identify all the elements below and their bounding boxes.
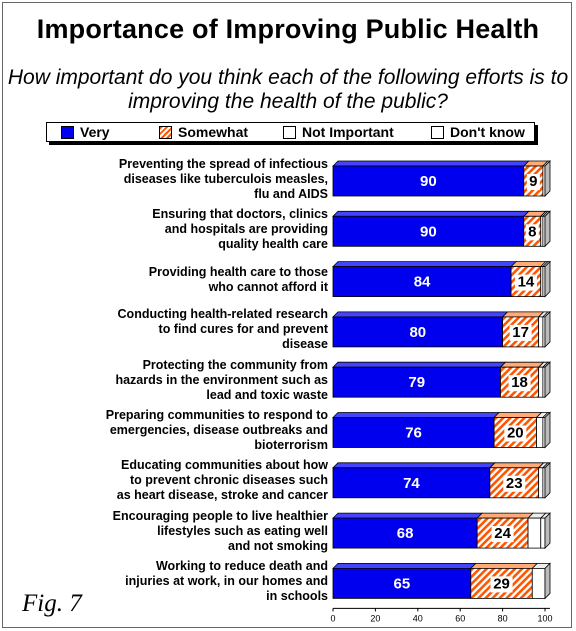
data-label-somewhat: 20 [507, 425, 524, 442]
x-tick-label: 100 [537, 613, 552, 623]
bar-side-face [545, 211, 550, 246]
data-label-somewhat: 18 [511, 374, 528, 391]
bar-side-face [545, 413, 550, 448]
data-label-very: 84 [414, 274, 431, 291]
bar-top-somewhat [500, 362, 543, 367]
bar-top-somewhat [477, 513, 533, 518]
bar-top-very [333, 211, 529, 216]
data-label-somewhat: 23 [506, 475, 523, 492]
data-label-very: 79 [408, 374, 425, 391]
data-label-somewhat: 8 [528, 223, 536, 240]
bar-segment-dont-know [541, 518, 545, 548]
bar-side-face [545, 161, 550, 196]
bar-top-very [333, 463, 495, 468]
data-label-somewhat: 9 [529, 173, 537, 190]
bar-top-very [333, 312, 508, 317]
bar-side-face [545, 362, 550, 397]
bar-segment-not-important [539, 468, 543, 498]
bar-top-somewhat [471, 563, 537, 568]
bar-top-very [333, 262, 516, 267]
bar-segment-not-important [539, 317, 543, 347]
x-tick-label: 60 [455, 613, 465, 623]
bar-segment-not-important [528, 518, 541, 548]
data-label-very: 65 [394, 575, 411, 592]
bar-side-face [545, 563, 550, 598]
x-tick-label: 0 [330, 613, 335, 623]
bar-top-very [333, 362, 505, 367]
data-label-very: 74 [403, 475, 420, 492]
figure-label: Fig. 7 [22, 590, 82, 618]
data-label-somewhat: 17 [512, 324, 529, 341]
x-tick-label: 80 [498, 613, 508, 623]
bar-top-very [333, 513, 482, 518]
bar-segment-not-important [537, 418, 543, 448]
data-label-very: 80 [409, 324, 426, 341]
x-tick-label: 40 [413, 613, 423, 623]
bar-top-very [333, 161, 529, 166]
data-label-very: 90 [420, 223, 437, 240]
bar-side-face [545, 463, 550, 498]
bar-top-somewhat [503, 312, 544, 317]
bar-side-face [545, 262, 550, 297]
data-label-somewhat: 29 [493, 575, 510, 592]
x-tick-label: 20 [370, 613, 380, 623]
bar-top-somewhat [490, 463, 544, 468]
bar-segment-not-important [539, 367, 543, 397]
bar-top-somewhat [511, 262, 546, 267]
bar-side-face [545, 312, 550, 347]
data-label-very: 90 [420, 173, 437, 190]
data-label-very: 68 [397, 525, 414, 542]
bar-top-very [333, 413, 499, 418]
bar-side-face [545, 513, 550, 548]
bar-top-somewhat [494, 413, 541, 418]
bar-segment-not-important [532, 568, 545, 598]
bar-top-very [333, 563, 476, 568]
data-label-somewhat: 24 [494, 525, 511, 542]
data-label-somewhat: 14 [518, 274, 535, 291]
data-label-very: 76 [405, 425, 422, 442]
